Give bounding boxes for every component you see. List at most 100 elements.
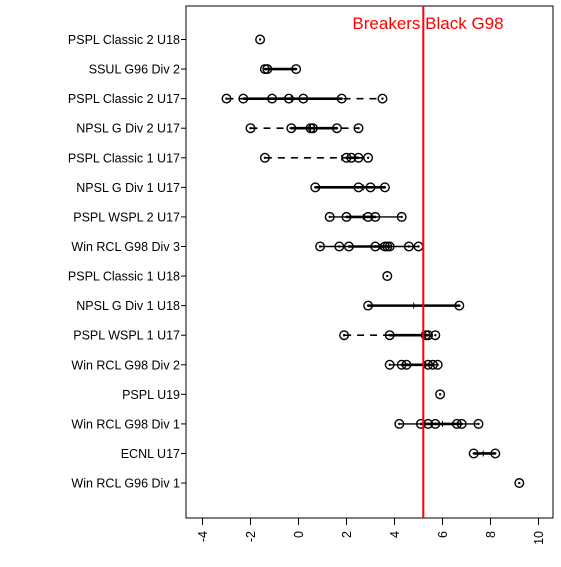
- data-point-center: [314, 186, 317, 189]
- data-point-center: [383, 186, 387, 189]
- data-point-center: [318, 245, 322, 248]
- chart-marks: [181, 34, 525, 489]
- series-row: [181, 300, 465, 311]
- data-point-center: [419, 422, 423, 426]
- data-point-center: [270, 97, 274, 100]
- data-point-center: [381, 97, 384, 100]
- data-point: [221, 93, 232, 104]
- data-point-center: [366, 215, 370, 219]
- data-point: [353, 123, 364, 134]
- data-point-center: [424, 334, 427, 337]
- x-tick-label: 6: [436, 531, 450, 538]
- data-point: [401, 359, 412, 370]
- data-point-center: [350, 156, 353, 159]
- data-point: [456, 418, 467, 429]
- data-point-center: [249, 127, 252, 130]
- data-point: [307, 123, 318, 134]
- category-labels: PSPL Classic 2 U18 SSUL G96 Div 2 PSPL Cla…: [68, 33, 180, 491]
- data-point-center: [345, 215, 348, 219]
- category-label: PSPL Classic 2 U18: [68, 33, 180, 47]
- category-label: Win RCL G98 Div 1: [71, 417, 180, 431]
- data-point-center: [477, 422, 480, 426]
- data-point-center: [417, 245, 420, 248]
- series-row: [181, 271, 393, 282]
- data-point: [343, 241, 354, 252]
- data-point: [283, 93, 294, 104]
- data-point: [331, 123, 342, 134]
- data-point-center: [494, 452, 497, 455]
- series-row: [181, 359, 443, 370]
- data-point: [339, 330, 350, 341]
- data-point-center: [369, 186, 372, 189]
- data-point: [382, 271, 393, 282]
- x-tick-label: 0: [292, 531, 306, 538]
- data-point-center: [386, 274, 389, 278]
- data-point-center: [335, 127, 339, 130]
- category-label: PSPL U19: [122, 388, 180, 402]
- data-point: [363, 300, 374, 311]
- data-point: [430, 330, 441, 341]
- data-point: [379, 182, 390, 193]
- category-label: SSUL G96 Div 2: [89, 63, 180, 77]
- data-point-center: [225, 97, 228, 100]
- data-point-center: [407, 245, 411, 248]
- data-point: [363, 152, 374, 163]
- data-point-center: [347, 245, 351, 248]
- data-point-center: [472, 452, 475, 455]
- data-point: [370, 241, 381, 252]
- x-tick-label: -4: [196, 531, 210, 542]
- data-point: [336, 93, 347, 104]
- data-point: [245, 123, 256, 134]
- series-row: [181, 478, 525, 489]
- data-point-center: [357, 127, 360, 130]
- data-point-center: [263, 67, 267, 71]
- data-point: [286, 123, 297, 134]
- x-axis: -4 -2 0 2 4 6 8 10: [196, 518, 546, 545]
- data-point: [396, 211, 407, 222]
- category-label: PSPL Classic 1 U17: [68, 151, 180, 165]
- data-point-center: [366, 156, 370, 159]
- series-row: [181, 34, 266, 45]
- category-label: NPSL G Div 1 U18: [76, 299, 180, 313]
- data-point-center: [436, 363, 439, 366]
- category-label: PSPL Classic 1 U18: [68, 270, 180, 284]
- plot-frame: [185, 5, 554, 519]
- data-point: [291, 64, 302, 75]
- category-label: NPSL G Div 1 U17: [76, 181, 180, 195]
- data-point: [346, 152, 357, 163]
- data-point-center: [388, 245, 391, 248]
- category-label: Win RCL G98 Div 2: [71, 358, 180, 372]
- data-point: [377, 93, 388, 104]
- x-tick-label: -2: [244, 531, 258, 542]
- data-point: [473, 418, 484, 429]
- series-row: [181, 418, 484, 429]
- category-label: ECNL U17: [121, 447, 180, 461]
- data-point-center: [460, 422, 463, 426]
- data-point: [334, 241, 345, 252]
- data-point-center: [302, 97, 305, 100]
- data-point: [267, 93, 278, 104]
- data-point: [324, 211, 335, 222]
- data-point-center: [434, 422, 437, 426]
- x-tick-label: 2: [340, 531, 354, 538]
- data-point-center: [328, 215, 331, 219]
- data-point-center: [290, 127, 293, 130]
- data-point: [394, 418, 405, 429]
- data-point-center: [438, 393, 442, 396]
- data-point: [363, 211, 374, 222]
- data-point: [435, 389, 446, 400]
- data-point-center: [357, 186, 360, 189]
- data-point-center: [374, 245, 377, 248]
- data-point: [432, 359, 443, 370]
- data-point: [310, 182, 321, 193]
- data-point: [262, 64, 273, 75]
- category-label: PSPL Classic 2 U17: [68, 92, 180, 106]
- series-row: [181, 182, 390, 193]
- data-point-center: [458, 304, 461, 307]
- data-point-center: [400, 215, 403, 219]
- series-row: [181, 211, 407, 222]
- data-point-center: [388, 363, 391, 366]
- data-point-center: [357, 156, 360, 159]
- data-point: [430, 418, 441, 429]
